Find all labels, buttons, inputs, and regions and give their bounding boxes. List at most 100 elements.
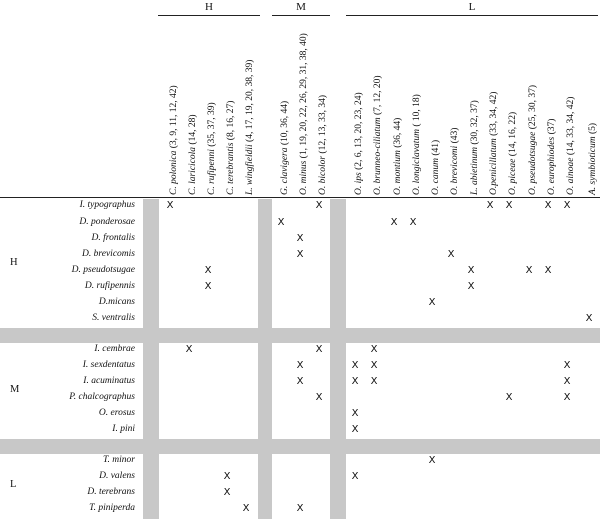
column-species-name: O. brevicomi (450, 145, 460, 195)
column-header: O. pseudotsugae (25, 30, 37) (528, 85, 538, 195)
association-mark: X (223, 487, 231, 498)
column-species-name: O. ainoae (566, 157, 576, 195)
column-header: O. ips (2, 6, 13, 20, 23, 24) (354, 92, 364, 195)
column-header: A. symbioticum (5) (588, 123, 598, 195)
column-header: L. abietinum (30, 32, 37) (470, 100, 480, 195)
row-header: D. rufipennis (84, 281, 135, 291)
column-references: ( 10, 18) (412, 94, 422, 130)
association-mark: X (563, 392, 571, 403)
row-header: I. acuminatus (83, 376, 135, 386)
column-species-name: G. clavigera (280, 147, 290, 196)
column-species-name: O. ips (354, 172, 364, 195)
column-species-name: C. terebrantis (226, 142, 236, 195)
column-references: (35, 37, 39) (207, 102, 217, 150)
row-header: P. chalcographus (69, 392, 135, 402)
association-mark: X (467, 281, 475, 292)
group-rule (158, 15, 260, 16)
row-header: D.micans (98, 297, 135, 307)
column-references: (41) (431, 139, 441, 159)
row-header: S. ventralis (92, 313, 135, 323)
column-separator (143, 199, 159, 519)
column-header: O. brunneo-ciliatum (7, 12, 20) (373, 75, 383, 195)
table-top-rule (0, 197, 600, 198)
column-header: C. terebrantis (8, 16, 27) (226, 101, 236, 195)
column-separator (330, 199, 346, 519)
column-references: (12, 13, 33, 34) (318, 94, 328, 156)
association-mark: X (563, 200, 571, 211)
association-mark: X (204, 281, 212, 292)
association-mark: X (351, 360, 359, 371)
column-header: O. brevicomi (43) (450, 128, 460, 195)
column-references: (5) (588, 122, 598, 137)
association-mark: X (370, 376, 378, 387)
column-header: O. europhiodes (37) (547, 119, 557, 195)
column-references: (1, 19, 20, 22, 26, 29, 31, 38, 40) (299, 33, 309, 161)
column-references: (10, 36, 44) (280, 100, 290, 148)
association-mark: X (204, 265, 212, 276)
association-mark: X (505, 392, 513, 403)
association-mark: X (467, 265, 475, 276)
association-mark: X (351, 408, 359, 419)
column-species-name: A. symbioticum (588, 136, 598, 195)
column-header: O. bicolor (12, 13, 33, 34) (318, 95, 328, 195)
association-mark: X (296, 249, 304, 260)
association-mark: X (315, 344, 323, 355)
row-header: D. frontalis (91, 233, 135, 243)
association-mark: X (166, 200, 174, 211)
row-header: O. erosus (98, 408, 135, 418)
column-references: (33, 34, 42) (489, 91, 499, 139)
column-header: L. wingfieldii (4, 17, 19, 20, 38, 39) (245, 60, 255, 195)
association-mark: X (486, 200, 494, 211)
column-species-name: O.penicillatum (489, 138, 499, 195)
association-mark: X (409, 217, 417, 228)
column-species-name: O. longiclavatum (412, 129, 422, 195)
association-mark: X (585, 313, 593, 324)
association-mark: X (185, 344, 193, 355)
row-header: D. pseudotsugae (71, 265, 135, 275)
association-mark: X (544, 265, 552, 276)
association-mark: X (428, 297, 436, 308)
row-header: D. valens (99, 471, 135, 481)
column-group-label: H (205, 1, 213, 13)
row-header: I. pini (112, 424, 135, 434)
column-header: O. piceae (14, 16, 22) (508, 112, 518, 195)
group-rule (272, 15, 330, 16)
group-rule (346, 15, 598, 16)
column-separator (258, 199, 272, 519)
row-group-label: M (10, 384, 20, 395)
row-header: T. minor (102, 455, 135, 465)
association-mark: X (351, 376, 359, 387)
association-mark: X (315, 392, 323, 403)
association-mark: X (563, 360, 571, 371)
association-mark: X (351, 424, 359, 435)
association-mark: X (351, 471, 359, 482)
column-header: C. polonica (3, 9, 11, 12, 42) (169, 85, 179, 195)
row-header: D. ponderosae (79, 217, 135, 227)
column-species-name: C. rufipenni (207, 149, 217, 195)
row-header: I. typographus (79, 200, 135, 210)
row-header: D. brevicomis (82, 249, 135, 259)
column-species-name: O. minus (299, 160, 309, 195)
column-references: (43) (450, 127, 460, 146)
column-references: (25, 30, 37) (528, 84, 538, 132)
column-group-label: M (296, 1, 306, 13)
column-species-name: C. polonica (169, 150, 179, 195)
association-mark: X (296, 360, 304, 371)
association-mark: X (370, 360, 378, 371)
column-header: O. minus (1, 19, 20, 22, 26, 29, 31, 38,… (299, 33, 309, 195)
column-species-name: L. wingfieldii (245, 144, 255, 195)
column-species-name: O. canum (431, 158, 441, 195)
association-mark: X (563, 376, 571, 387)
association-mark: X (296, 503, 304, 514)
column-header: C. laricicola (14, 28) (188, 115, 198, 195)
column-species-name: O. pseudotsugae (528, 131, 538, 195)
column-species-name: O. montium (393, 150, 403, 195)
association-mark: X (315, 200, 323, 211)
association-mark: X (505, 200, 513, 211)
column-species-name: L. abietinum (470, 146, 480, 195)
column-species-name: O. piceae (508, 158, 518, 195)
association-mark: X (525, 265, 533, 276)
association-mark: X (242, 503, 250, 514)
association-mark: X (277, 217, 285, 228)
